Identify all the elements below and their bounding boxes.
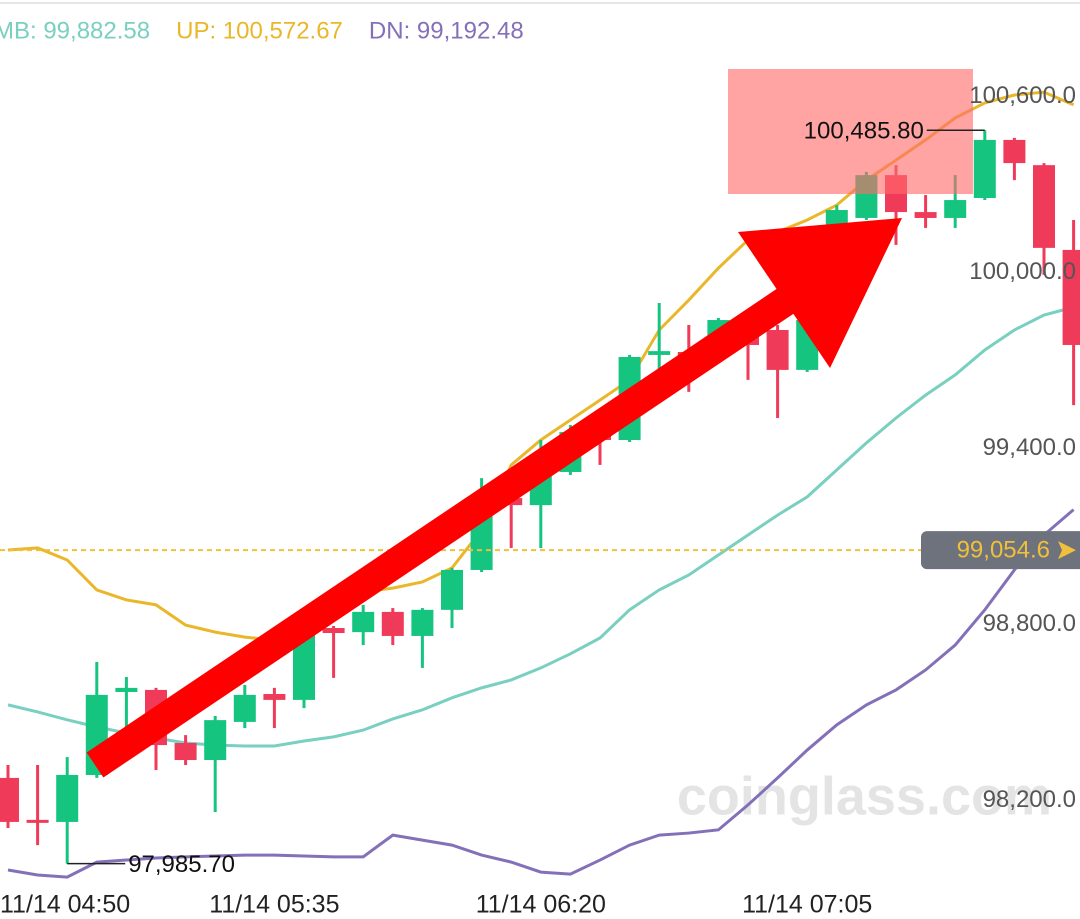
- candle-body: [0, 777, 19, 822]
- candle-body: [648, 351, 671, 355]
- overlay: [728, 69, 973, 194]
- current-price-arrow: [1058, 541, 1076, 560]
- candle-body: [293, 632, 315, 700]
- candle-body: [914, 212, 937, 218]
- candles: [0, 130, 1080, 864]
- annotation-label: 97,985.70: [128, 851, 235, 878]
- current-price-label: 99,054.6: [957, 536, 1050, 563]
- arrow-head: [738, 218, 902, 368]
- candle-body: [204, 720, 227, 761]
- candle-body: [973, 139, 996, 198]
- candle-body: [322, 628, 345, 634]
- x-tick-label: 11/14 07:05: [742, 891, 872, 919]
- candle-body: [352, 611, 375, 633]
- legend-entry: DN: 99,192.48: [369, 17, 524, 44]
- x-tick-label: 11/14 04:50: [0, 891, 130, 919]
- x-tick-label: 11/14 06:20: [476, 891, 606, 919]
- legend-entry: UP: 100,572.67: [176, 17, 343, 44]
- y-tick-label: 98,200.0: [983, 786, 1076, 813]
- candle-body: [441, 569, 463, 610]
- candle-body: [26, 819, 49, 823]
- y-tick-label: 100,000.0: [969, 258, 1076, 285]
- candle-body: [411, 609, 434, 636]
- x-tick-label: 11/14 05:35: [209, 891, 339, 919]
- candle-body: [233, 694, 256, 722]
- candle-body: [1062, 249, 1080, 345]
- labels: MB: 99,882.58 UP: 100,572.67 DN: 99,192.48…: [0, 17, 1080, 919]
- arrow-shaft: [86, 285, 799, 778]
- candle-body: [174, 743, 197, 761]
- candle-body: [766, 330, 789, 370]
- indicator-line: [7, 508, 1075, 879]
- candle-body: [1033, 165, 1055, 248]
- candle-body: [381, 611, 404, 636]
- y-tick-label: 100,600.0: [969, 82, 1076, 109]
- candle-body: [1003, 139, 1026, 164]
- current-price-badge: [921, 531, 1080, 570]
- annotation-label: 100,485.80: [804, 118, 924, 145]
- y-tick-label: 98,800.0: [983, 610, 1076, 637]
- trend-arrow: [86, 218, 902, 778]
- candle-body: [56, 774, 79, 822]
- highlight-box: [728, 69, 973, 194]
- candle-body: [944, 200, 967, 218]
- y-tick-label: 99,400.0: [983, 434, 1076, 461]
- legend-entry: MB: 99,882.58: [0, 17, 150, 44]
- candle-body: [115, 687, 138, 692]
- candle-body: [263, 694, 286, 700]
- watermark: coinglass.com: [677, 766, 1052, 826]
